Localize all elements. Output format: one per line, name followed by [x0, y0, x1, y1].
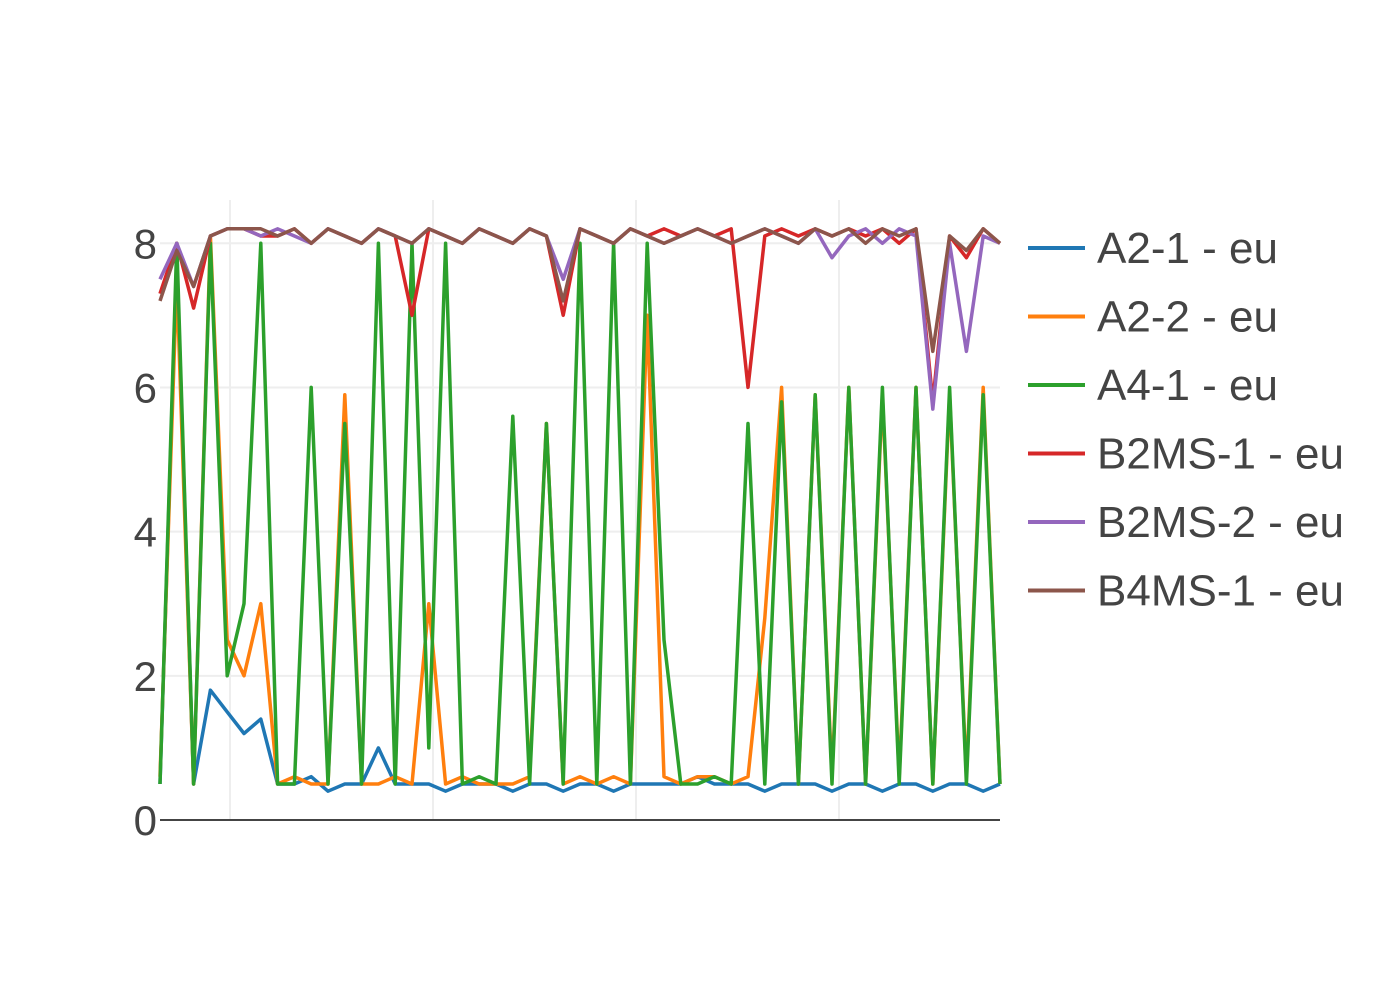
y-tick-label: 0	[134, 797, 157, 844]
y-tick-label: 4	[134, 509, 157, 556]
y-tick-label: 2	[134, 653, 157, 700]
legend-item[interactable]: A4-1 - eu	[1028, 361, 1278, 410]
y-tick-label: 6	[134, 364, 157, 411]
legend-label: B2MS-2 - eu	[1097, 498, 1344, 547]
legend-item[interactable]: B2MS-2 - eu	[1028, 498, 1344, 547]
legend-label: A2-1 - eu	[1097, 224, 1278, 273]
legend-item[interactable]: B4MS-1 - eu	[1028, 567, 1344, 616]
series-line-2	[158, 234, 1002, 786]
legend-label: A2-2 - eu	[1097, 293, 1278, 342]
legend[interactable]: A2-1 - eu A2-2 - eu A4-1 - eu B2MS-1 - eu B2…	[1028, 224, 1344, 616]
y-tick-labels: 0 2 4 6 8	[134, 220, 157, 844]
series-line-1	[158, 255, 1001, 793]
legend-label: B4MS-1 - eu	[1097, 567, 1344, 616]
x-gridlines	[229, 200, 840, 820]
legend-item[interactable]: A2-1 - eu	[1028, 224, 1278, 273]
legend-item[interactable]: B2MS-1 - eu	[1028, 430, 1344, 479]
series-layer	[158, 227, 1002, 793]
y-tick-label: 8	[134, 220, 157, 267]
legend-item[interactable]: A2-2 - eu	[1028, 293, 1278, 342]
series-line-6	[158, 227, 1002, 354]
series-line-3	[158, 241, 1002, 786]
legend-label: B2MS-1 - eu	[1097, 430, 1344, 479]
legend-label: A4-1 - eu	[1097, 361, 1278, 410]
